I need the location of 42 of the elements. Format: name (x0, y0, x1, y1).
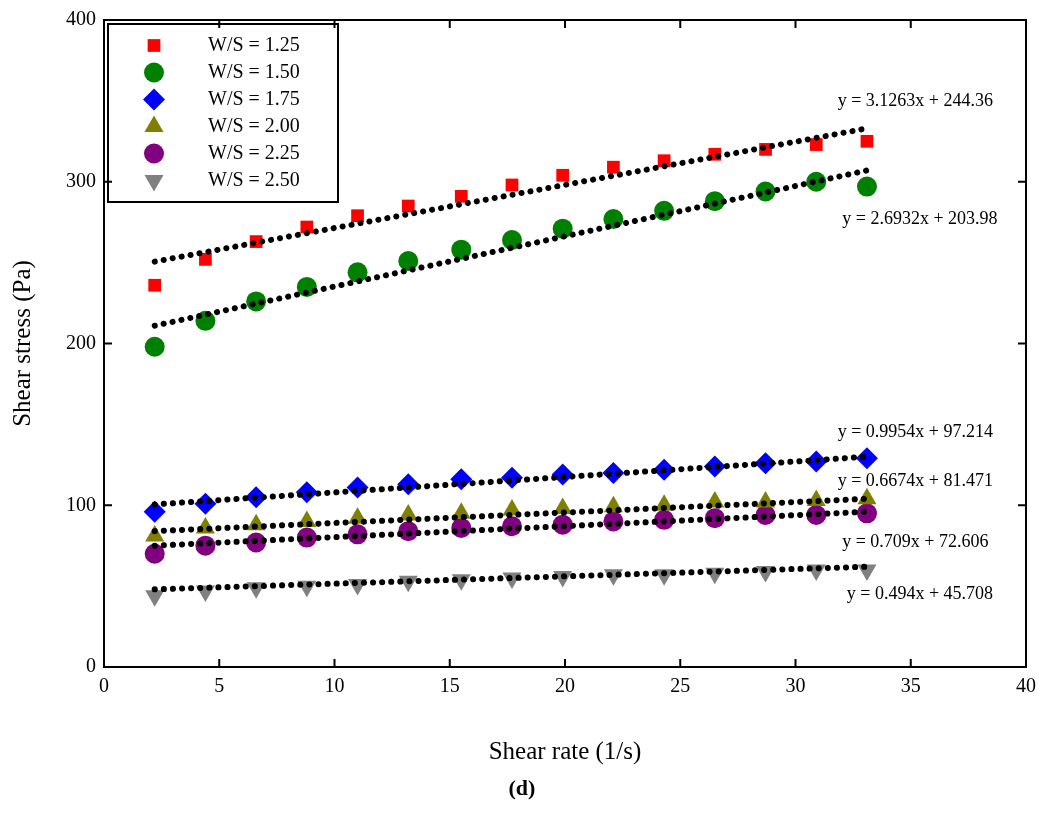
legend-label: W/S = 1.50 (208, 59, 300, 82)
legend-label: W/S = 2.50 (208, 167, 300, 190)
annotation: y = 0.9954x + 97.214 (837, 421, 994, 442)
point (454, 189, 468, 203)
x-tick-label: 25 (670, 674, 691, 697)
annotation: y = 2.6932x + 203.98 (842, 207, 998, 228)
annotation: y = 0.6674x + 81.471 (837, 469, 994, 490)
y-tick-label: 100 (66, 492, 96, 515)
legend-label: W/S = 2.00 (208, 113, 300, 136)
y-axis-title: Shear stress (Pa) (7, 260, 36, 427)
point (199, 253, 212, 266)
x-tick-label: 5 (214, 674, 225, 697)
point (351, 209, 364, 223)
point (451, 239, 472, 260)
y-tick-label: 200 (66, 330, 96, 353)
annotation: y = 0.709x + 72.606 (842, 531, 989, 552)
point (556, 168, 570, 182)
x-tick-label: 10 (324, 674, 345, 697)
point (856, 176, 877, 197)
point (144, 336, 165, 357)
annotation: y = 3.1263x + 244.36 (837, 89, 994, 110)
y-tick-label: 300 (66, 169, 96, 191)
text: (d) (507, 775, 537, 801)
x-tick-label: 40 (1016, 674, 1036, 697)
point (860, 134, 874, 148)
point (144, 543, 165, 564)
x-tick-label: 35 (900, 674, 921, 697)
point (148, 278, 162, 292)
legend-label: W/S = 1.75 (208, 86, 300, 109)
annotation: y = 0.494x + 45.708 (846, 582, 994, 603)
legend-label: W/S = 2.25 (208, 140, 300, 163)
legend-label: W/S = 1.25 (208, 32, 300, 55)
x-tick-label: 30 (785, 674, 806, 697)
y-tick-label: 400 (66, 7, 96, 30)
point (607, 160, 620, 174)
y-tick-label: 0 (86, 654, 96, 677)
point (401, 199, 415, 213)
x-axis-title: Shear rate (1/s) (488, 736, 642, 765)
x-tick-label: 15 (439, 674, 460, 697)
point (347, 262, 368, 283)
x-tick-label: 20 (555, 674, 575, 697)
point (398, 251, 419, 272)
